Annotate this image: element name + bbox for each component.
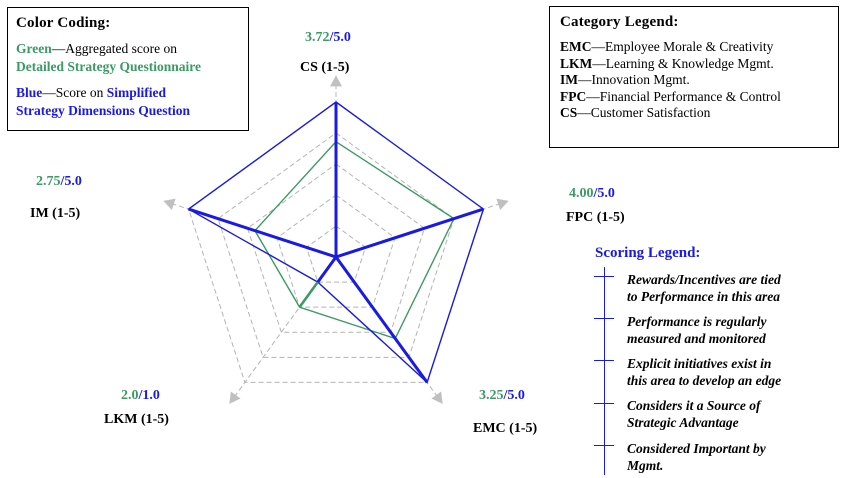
scoring-legend-title: Scoring Legend:	[595, 245, 701, 261]
axis-arrowhead	[163, 198, 176, 210]
axis-label-cs: CS (1-5)	[300, 60, 350, 75]
score-im: 2.75/5.0	[36, 174, 82, 189]
scoring-item-1: Considered Important by Mgmt.	[627, 441, 766, 473]
category-item-emc: EMC—Employee Morale & Creativity	[560, 39, 774, 54]
scoring-scale-line	[604, 267, 605, 475]
axis-label-fpc: FPC (1-5)	[566, 210, 625, 225]
category-legend-box: Category Legend: EMC—Employee Morale & C…	[549, 6, 839, 148]
scoring-tick	[594, 445, 614, 446]
score-emc: 3.25/5.0	[479, 388, 525, 403]
axis-label-im: IM (1-5)	[30, 206, 81, 221]
green-bold-text: Detailed Strategy Questionnaire	[16, 59, 201, 74]
blue-description: Blue—Score on Simplified Strategy Dimens…	[16, 84, 240, 120]
grid-ring	[305, 225, 367, 283]
blue-series-spoke	[316, 256, 338, 283]
scoring-item-4: Performance is regularly measured and mon…	[627, 314, 767, 346]
blue-bold-1: Simplified	[106, 85, 167, 100]
green-text: —Aggregated score on	[51, 41, 177, 56]
score-fpc: 4.00/5.0	[569, 186, 615, 201]
blue-series-outline	[187, 101, 485, 384]
blue-text: —Score on	[42, 85, 104, 100]
green-word: Green	[16, 41, 52, 56]
axis-label-emc: EMC (1-5)	[473, 421, 538, 436]
color-coding-box: Color Coding: Green—Aggregated score on …	[7, 7, 249, 131]
scoring-tick	[594, 318, 614, 319]
blue-word: Blue	[16, 85, 43, 100]
color-coding-title: Color Coding:	[16, 15, 111, 31]
axis-label-lkm: LKM (1-5)	[104, 412, 169, 427]
axis-arrowhead	[330, 75, 342, 87]
category-item-fpc: FPC—Financial Performance & Control	[560, 88, 781, 104]
scoring-tick	[594, 360, 614, 361]
blue-series-spoke	[335, 207, 484, 259]
category-item-lkm: LKM—Learning & Knowledge Mgmt.	[560, 55, 774, 71]
green-description: Green—Aggregated score on Detailed Strat…	[16, 40, 240, 76]
scoring-item-5: Rewards/Incentives are tied to Performanc…	[627, 272, 781, 304]
scoring-item-2: Considers it a Source of Strategic Advant…	[627, 398, 761, 430]
score-lkm: 2.0/1.0	[121, 388, 160, 403]
axis-arrowhead	[229, 391, 241, 404]
scoring-tick	[594, 403, 614, 404]
category-legend-title: Category Legend:	[560, 14, 679, 30]
blue-series-spoke	[188, 207, 337, 259]
category-item-cs: CS—Customer Satisfaction	[560, 105, 711, 120]
blue-bold-2: Strategy Dimensions Question	[16, 103, 191, 118]
green-series-outline	[254, 140, 455, 340]
category-item-im: IM—Innovation Mgmt.	[560, 72, 690, 87]
blue-series-spoke	[334, 256, 429, 384]
axis-arrowhead	[431, 391, 443, 404]
grid-ring	[217, 132, 455, 358]
score-cs: 3.72/5.0	[305, 30, 351, 45]
grid-ring	[276, 194, 396, 308]
grid-ring	[246, 163, 426, 333]
scoring-tick	[594, 276, 614, 277]
axis-arrowhead	[496, 198, 509, 210]
scoring-item-3: Explicit initiatives exist in this area t…	[627, 356, 782, 388]
